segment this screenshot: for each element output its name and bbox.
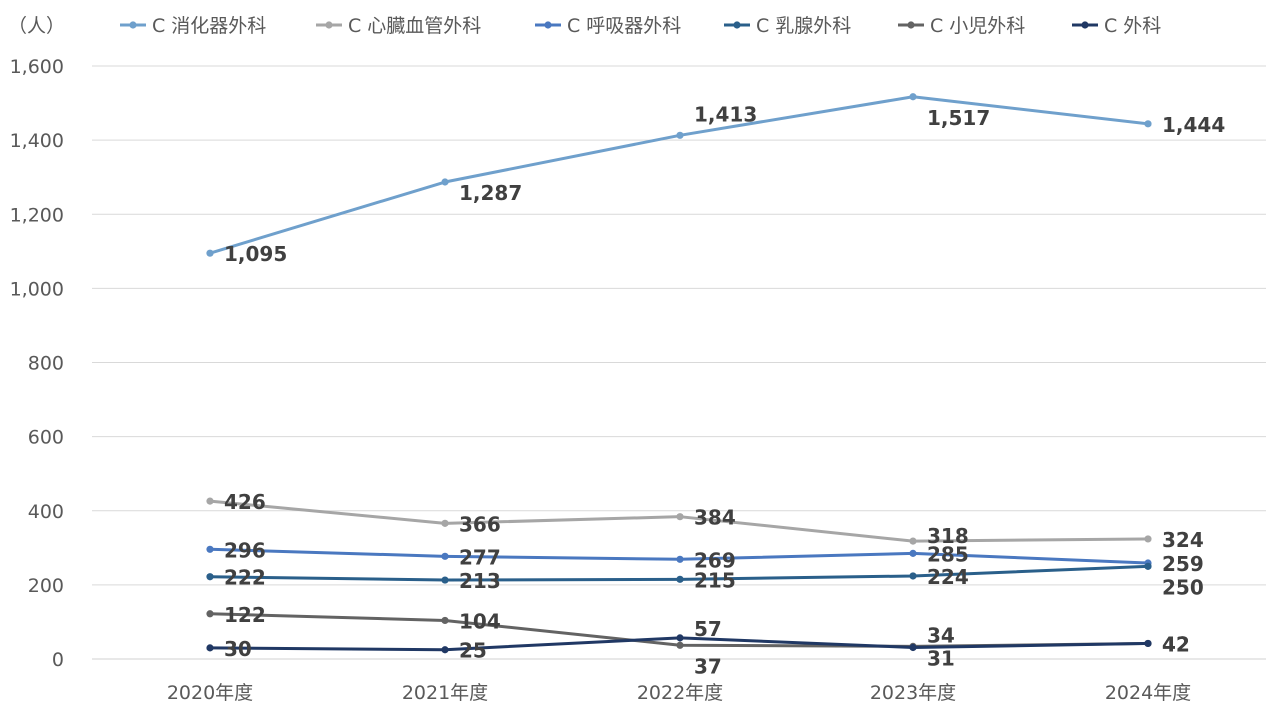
gridlines [92,65,1266,660]
data-label: 104 [459,609,501,633]
data-label: 1,287 [459,181,522,205]
legend-marker [907,21,915,29]
data-label: 213 [459,569,501,593]
data-label: 31 [927,647,955,671]
legend-marker [129,21,137,29]
y-tick-label: 200 [28,575,64,597]
x-tick-label: 2023年度 [870,682,956,704]
y-axis: 0 200 400 600 800 1,000 1,200 1,400 1,600 [10,56,64,671]
data-point [206,249,214,257]
data-label: 122 [224,603,266,627]
data-point [1144,535,1152,543]
data-label: 1,517 [927,106,990,130]
data-point [676,555,684,563]
data-label: 57 [694,617,722,641]
data-labels: 1,095 1,287 1,413 1,517 1,444 426 366 384 318 324… [224,102,1225,678]
series-line [208,499,1150,543]
data-point [676,131,684,139]
data-label: 285 [927,542,969,566]
legend-marker [733,21,741,29]
data-label: 34 [927,623,955,647]
data-label: 215 [694,568,736,592]
y-tick-label: 1,400 [10,130,64,152]
data-label: 30 [224,637,252,661]
legend-marker [1081,21,1089,29]
data-point [441,519,449,527]
legend-marker [544,21,552,29]
data-point [676,641,684,649]
y-tick-label: 1,000 [10,278,64,300]
legend-label: C 心臓血管外科 [348,15,481,37]
x-tick-label: 2024年度 [1105,682,1191,704]
data-point [441,646,449,654]
legend-label: C 消化器外科 [152,15,266,37]
data-point [676,634,684,642]
y-tick-label: 400 [28,501,64,523]
legend-label: C 小児外科 [930,15,1025,37]
legend-label: C 乳腺外科 [756,15,851,37]
x-tick-label: 2020年度 [167,682,253,704]
data-point [206,497,214,505]
data-point [909,549,917,557]
data-point [206,610,214,618]
legend-label: C 外科 [1104,15,1161,37]
data-label: 277 [459,545,501,569]
data-label: 224 [927,565,969,589]
data-point [441,178,449,186]
data-point [1144,562,1152,570]
y-tick-label: 600 [28,427,64,449]
data-point [1144,120,1152,128]
data-point [909,93,917,101]
data-label: 42 [1162,632,1190,656]
data-label: 324 [1162,528,1204,552]
data-point [441,576,449,584]
data-label: 1,444 [1162,113,1225,137]
data-point [909,572,917,580]
x-tick-label: 2022年度 [637,682,723,704]
data-label: 269 [694,548,736,572]
data-point [1144,639,1152,648]
y-tick-label: 1,600 [10,56,64,78]
y-tick-label: 0 [52,649,64,671]
data-label: 37 [694,654,722,678]
data-label: 1,095 [224,242,287,266]
data-point [206,545,214,553]
data-point [206,573,214,581]
data-label: 296 [224,538,266,562]
legend-label: C 呼吸器外科 [567,15,681,37]
data-point [441,616,449,625]
data-label: 250 [1162,575,1204,599]
data-point [909,537,917,545]
data-point [909,643,917,652]
data-label: 25 [459,639,487,663]
y-tick-label: 800 [28,353,64,375]
series-lines [206,93,1152,654]
series-line [208,612,1150,648]
x-axis: 2020年度 2021年度 2022年度 2023年度 2024年度 [167,682,1191,704]
data-label: 1,413 [694,102,757,126]
data-point [676,575,684,583]
series-line [208,95,1150,255]
y-tick-label: 1,200 [10,204,64,226]
data-label: 384 [694,506,736,530]
data-point [441,552,449,560]
legend: C 消化器外科 C 心臓血管外科 C 呼吸器外科 C 乳腺外科 C 小児外科 C 外科 [120,15,1161,37]
data-label: 42 [1162,632,1190,656]
data-label: 318 [927,524,969,548]
data-label: 426 [224,490,266,514]
y-unit-label: （人） [8,15,65,37]
data-label: 259 [1162,552,1204,576]
data-point [676,513,684,521]
x-tick-label: 2021年度 [402,682,488,704]
legend-marker [325,21,333,29]
data-label: 366 [459,512,501,536]
data-point [206,644,214,652]
data-label: 222 [224,566,266,590]
